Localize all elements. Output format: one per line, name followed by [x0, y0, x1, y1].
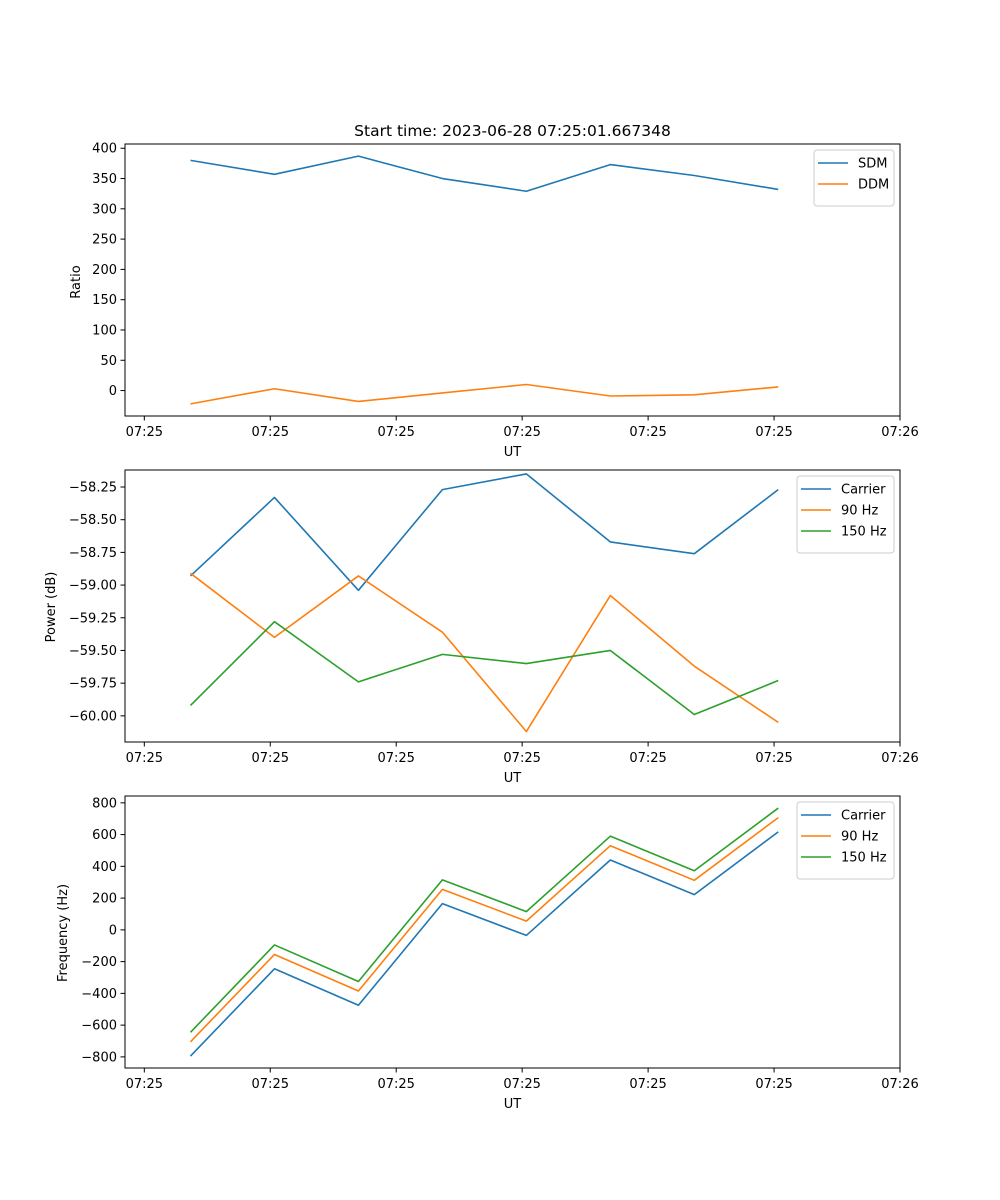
y-tick-label: −58.50	[69, 513, 117, 528]
x-tick-label: 07:25	[629, 425, 666, 440]
x-tick-label: 07:26	[881, 1077, 918, 1092]
frequency-panel: UT Frequency (Hz) 07:25 07:25 07:25 07:25 07…	[56, 795, 919, 1112]
x-tick-label: 07:25	[126, 425, 163, 440]
y-axis-label: Power (dB)	[44, 572, 59, 643]
y-tick-label: 400	[92, 860, 117, 875]
x-tick-label: 07:25	[377, 1077, 414, 1092]
x-axis-label: UT	[504, 771, 522, 786]
series-line-carrier	[189, 831, 779, 1057]
x-tick-label: 07:25	[755, 425, 792, 440]
y-tick-label: 400	[92, 142, 117, 157]
legend: SDM DDM	[813, 149, 895, 207]
plot-frame	[124, 143, 901, 417]
y-tick-label: −59.50	[69, 644, 117, 659]
legend-label: Carrier	[841, 809, 886, 824]
y-tick-label: −600	[81, 1019, 117, 1034]
y-tick-label: 600	[92, 828, 117, 843]
legend-box	[796, 475, 895, 554]
x-tick-label: 07:25	[629, 751, 666, 766]
chart-title: Start time: 2023-06-28 07:25:01.667348	[354, 122, 671, 140]
y-tick-label: −58.25	[69, 481, 117, 496]
y-tick-label: 0	[109, 923, 117, 938]
y-tick-label: 250	[92, 233, 117, 248]
legend: Carrier 90 Hz 150 Hz	[796, 801, 895, 880]
x-axis-label: UT	[504, 445, 522, 460]
y-tick-label: −200	[81, 955, 117, 970]
y-tick-label: −60.00	[69, 709, 117, 724]
x-tick-label: 07:25	[252, 1077, 289, 1092]
x-tick-label: 07:25	[503, 751, 540, 766]
x-tick-label: 07:25	[252, 425, 289, 440]
legend-label: 90 Hz	[841, 504, 878, 519]
legend-label: DDM	[858, 178, 889, 193]
y-tick-label: −59.25	[69, 611, 117, 626]
x-tick-label: 07:25	[377, 751, 414, 766]
y-tick-label: 150	[92, 293, 117, 308]
legend-label: 150 Hz	[841, 525, 887, 540]
y-tick-label: 200	[92, 263, 117, 278]
legend-label: 150 Hz	[841, 851, 887, 866]
x-tick-label: 07:25	[126, 751, 163, 766]
x-tick-label: 07:26	[881, 425, 918, 440]
y-tick-label: −400	[81, 987, 117, 1002]
y-tick-label: 100	[92, 323, 117, 338]
series-line-sdm	[190, 155, 779, 193]
x-tick-label: 07:25	[629, 1077, 666, 1092]
y-tick-label: 0	[109, 384, 117, 399]
x-tick-label: 07:25	[755, 751, 792, 766]
x-tick-label: 07:25	[252, 751, 289, 766]
legend-label: Carrier	[841, 483, 886, 498]
y-tick-label: −58.75	[69, 546, 117, 561]
y-tick-label: −800	[81, 1050, 117, 1065]
series-line-ddm	[190, 383, 779, 405]
ratio-panel: Start time: 2023-06-28 07:25:01.667348 U…	[69, 122, 919, 460]
x-axis-label: UT	[504, 1097, 522, 1112]
legend-box	[813, 149, 895, 207]
series-line-90-hz	[189, 816, 779, 1043]
series-line-90-hz	[190, 572, 779, 733]
series-line-150-hz	[189, 807, 779, 1033]
series-line-carrier	[189, 473, 779, 592]
power-panel: UT Power (dB) 07:25 07:25 07:25 07:25 07:25 0…	[44, 469, 919, 786]
series-line-150-hz	[189, 620, 779, 716]
x-tick-label: 07:25	[503, 1077, 540, 1092]
legend-label: 90 Hz	[841, 830, 878, 845]
x-tick-label: 07:25	[377, 425, 414, 440]
x-tick-label: 07:25	[503, 425, 540, 440]
legend: Carrier 90 Hz 150 Hz	[796, 475, 895, 554]
x-tick-label: 07:26	[881, 751, 918, 766]
y-tick-label: 200	[92, 892, 117, 907]
legend-box	[796, 801, 895, 880]
y-axis-label: Frequency (Hz)	[56, 884, 71, 982]
legend-label: SDM	[858, 157, 887, 172]
y-tick-label: −59.75	[69, 677, 117, 692]
y-tick-label: 800	[92, 796, 117, 811]
y-axis-label: Ratio	[69, 265, 84, 298]
y-tick-label: 350	[92, 172, 117, 187]
y-tick-label: 300	[92, 202, 117, 217]
plot-frame	[124, 795, 901, 1069]
y-tick-label: 50	[100, 354, 117, 369]
x-tick-label: 07:25	[755, 1077, 792, 1092]
x-tick-label: 07:25	[126, 1077, 163, 1092]
plot-frame	[124, 469, 901, 743]
y-tick-label: −59.00	[69, 579, 117, 594]
